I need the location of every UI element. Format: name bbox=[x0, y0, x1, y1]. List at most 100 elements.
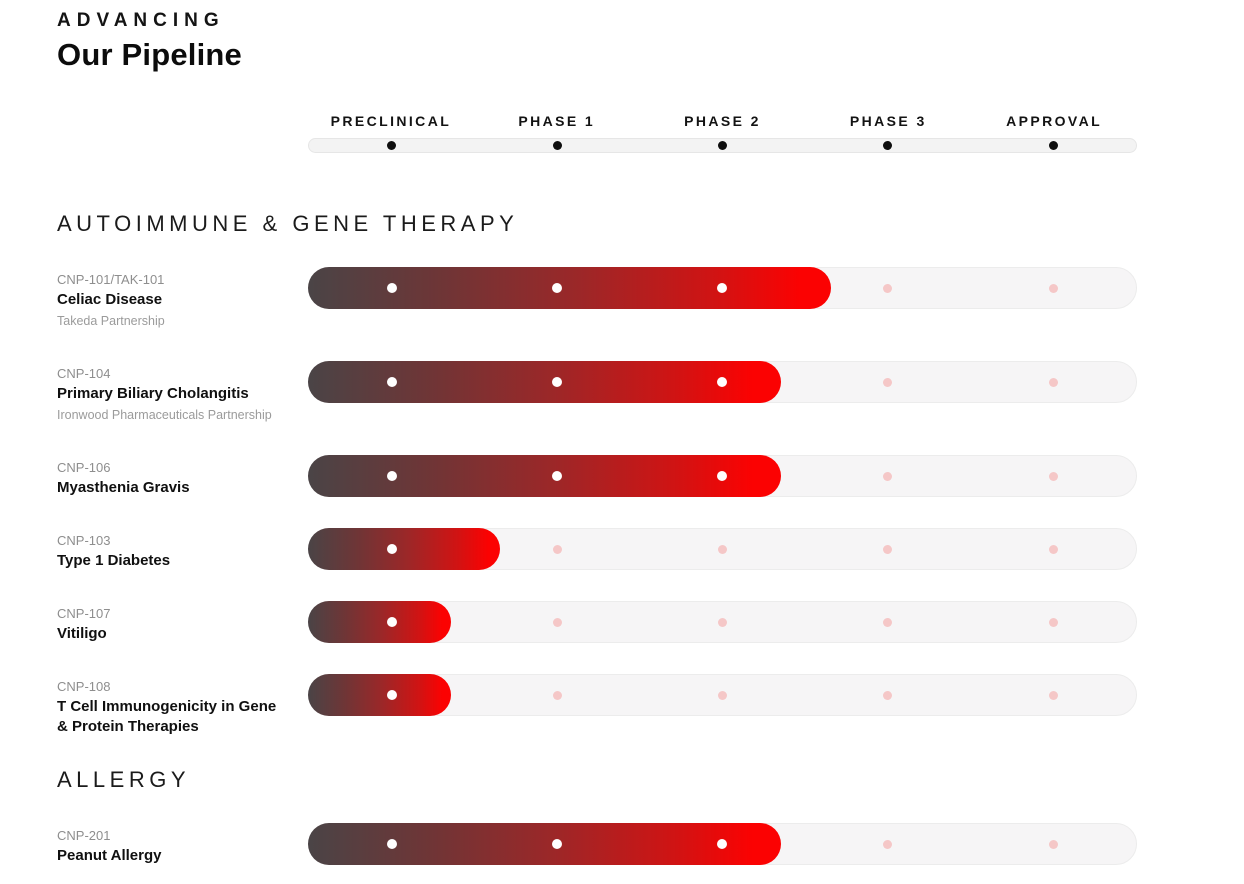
phase-dot-cell bbox=[971, 268, 1136, 308]
program-code: CNP-108 bbox=[57, 679, 111, 694]
program-label: CNP-108 T Cell Immunogenicity in Gene & … bbox=[57, 674, 308, 737]
phase-dot-pending bbox=[552, 617, 562, 627]
phase-axis-dot bbox=[717, 141, 727, 150]
pipeline-bar-track bbox=[308, 601, 1137, 643]
phase-dot-cell bbox=[474, 268, 639, 308]
pipeline-row: CNP-103 Type 1 Diabetes bbox=[0, 528, 1244, 571]
phase-dot-cell bbox=[640, 268, 805, 308]
phase-label: PHASE 1 bbox=[518, 113, 596, 129]
phase-dot-pending bbox=[717, 544, 727, 554]
phase-dot-cell bbox=[474, 675, 639, 715]
phase-dot-cell bbox=[805, 529, 970, 569]
phase-dot-pending bbox=[883, 377, 893, 387]
pipeline-section: AUTOIMMUNE & GENE THERAPY CNP-101/TAK-10… bbox=[0, 211, 1244, 737]
pipeline-row: CNP-107 Vitiligo bbox=[0, 601, 1244, 644]
phase-dot-pending bbox=[883, 283, 893, 293]
program-title: Type 1 Diabetes bbox=[57, 552, 171, 569]
phase-dot-cell bbox=[805, 362, 970, 402]
pipeline-bar-track bbox=[308, 823, 1137, 865]
phase-dot-pending bbox=[552, 544, 562, 554]
phase-dot-pending bbox=[883, 471, 893, 481]
program-label: CNP-101/TAK-101 Celiac Disease Takeda Pa… bbox=[57, 267, 308, 331]
program-code: CNP-103 bbox=[57, 533, 111, 548]
program-code: CNP-101/TAK-101 bbox=[57, 272, 165, 287]
phase-dot-reached bbox=[386, 839, 397, 849]
program-bar bbox=[308, 455, 1137, 498]
phase-dot-cell bbox=[309, 268, 474, 308]
phase-dot-cell bbox=[474, 362, 639, 402]
phase-label: PHASE 2 bbox=[684, 113, 761, 129]
phase-dot-reached bbox=[386, 617, 397, 627]
pipeline-bar-dots bbox=[309, 268, 1136, 308]
phase-dot-pending bbox=[883, 839, 893, 849]
phase-dot-cell bbox=[805, 268, 970, 308]
phase-dot-cell bbox=[640, 824, 805, 864]
pipeline-bar-dots bbox=[309, 675, 1136, 715]
phase-dot-cell bbox=[971, 362, 1136, 402]
pipeline-bar-dots bbox=[309, 362, 1136, 402]
phase-dot-reached bbox=[386, 283, 397, 293]
phase-axis-dot bbox=[883, 141, 893, 150]
phase-axis: PRECLINICAL PHASE 1 PHASE 2 PHASE 3 APPROVAL bbox=[308, 113, 1137, 153]
phase-dot-cell bbox=[474, 602, 639, 642]
pipeline-row: CNP-201 Peanut Allergy bbox=[0, 823, 1244, 866]
phase-dot-reached bbox=[386, 377, 397, 387]
phase-axis-labels: PRECLINICAL PHASE 1 PHASE 2 PHASE 3 APPROVAL bbox=[308, 113, 1137, 129]
phase-dot-reached bbox=[386, 471, 397, 481]
section-rows: CNP-101/TAK-101 Celiac Disease Takeda Pa… bbox=[0, 267, 1244, 737]
program-bar bbox=[308, 823, 1137, 866]
pipeline-bar-dots bbox=[309, 529, 1136, 569]
pipeline-row: CNP-101/TAK-101 Celiac Disease Takeda Pa… bbox=[0, 267, 1244, 331]
phase-dot-cell bbox=[474, 529, 639, 569]
pipeline-bar-fill bbox=[308, 528, 501, 570]
program-label: CNP-107 Vitiligo bbox=[57, 601, 308, 644]
program-title: Celiac Disease bbox=[57, 291, 163, 308]
phase-dot-pending bbox=[883, 544, 893, 554]
phase-dot-cell bbox=[474, 456, 639, 496]
program-bar bbox=[308, 674, 1137, 737]
phase-dot-cell bbox=[971, 602, 1136, 642]
phase-dot-pending bbox=[552, 690, 562, 700]
phase-dot-reached bbox=[552, 377, 563, 387]
phase-dot-pending bbox=[1048, 690, 1058, 700]
phase-dot-cell bbox=[805, 602, 970, 642]
phase-dot-cell bbox=[309, 602, 474, 642]
section-heading: AUTOIMMUNE & GENE THERAPY bbox=[57, 211, 519, 236]
pipeline-row: CNP-108 T Cell Immunogenicity in Gene & … bbox=[0, 674, 1244, 737]
pipeline-bar-track bbox=[308, 455, 1137, 497]
pipeline-bar-track bbox=[308, 674, 1137, 716]
pipeline-bar-fill bbox=[308, 601, 451, 643]
phase-dot-reached bbox=[717, 839, 728, 849]
phase-dot-cell bbox=[309, 456, 474, 496]
pipeline-bar-fill bbox=[308, 674, 451, 716]
phase-dot-reached bbox=[717, 471, 728, 481]
phase-dot-pending bbox=[883, 690, 893, 700]
program-bar bbox=[308, 361, 1137, 425]
phase-dot-reached bbox=[552, 839, 563, 849]
page-header: ADVANCING Our Pipeline bbox=[0, 0, 1244, 73]
pipeline-row: CNP-106 Myasthenia Gravis bbox=[0, 455, 1244, 498]
phase-axis-dot bbox=[387, 141, 397, 150]
program-code: CNP-104 bbox=[57, 366, 111, 381]
program-label: CNP-201 Peanut Allergy bbox=[57, 823, 308, 866]
phase-dot-pending bbox=[1048, 377, 1058, 387]
program-code: CNP-106 bbox=[57, 460, 111, 475]
program-code: CNP-107 bbox=[57, 606, 111, 621]
phase-dot-cell bbox=[640, 529, 805, 569]
phase-dot-pending bbox=[717, 690, 727, 700]
phase-dot-reached bbox=[717, 283, 728, 293]
program-bar bbox=[308, 528, 1137, 571]
program-code: CNP-201 bbox=[57, 828, 111, 843]
phase-dot-cell bbox=[309, 824, 474, 864]
phase-dot-cell bbox=[971, 675, 1136, 715]
phase-dot-pending bbox=[1048, 617, 1058, 627]
pipeline-bar-dots bbox=[309, 456, 1136, 496]
phase-label: PHASE 3 bbox=[849, 113, 927, 129]
phase-dot-cell bbox=[805, 675, 970, 715]
phase-axis-dot bbox=[552, 141, 562, 150]
phase-dot-cell bbox=[805, 824, 970, 864]
phase-dot-pending bbox=[1048, 283, 1058, 293]
program-label: CNP-103 Type 1 Diabetes bbox=[57, 528, 308, 571]
pipeline-bar-dots bbox=[309, 602, 1136, 642]
